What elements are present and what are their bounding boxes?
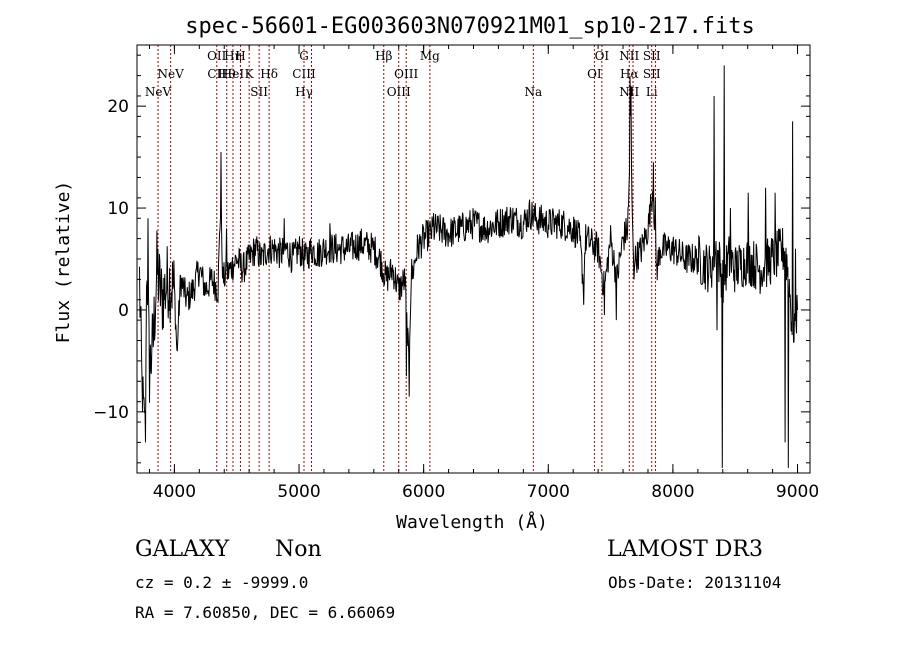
- y-tick-label: −10: [93, 403, 129, 423]
- object-class-label: GALAXY: [135, 537, 230, 562]
- line-marker-label: NeV: [145, 85, 172, 99]
- y-axis: −10 0 10 20: [93, 54, 810, 464]
- spectrum-line: [139, 65, 798, 468]
- x-axis: 4000 5000 6000 7000 8000 9000: [148, 45, 819, 502]
- line-marker-label: Hη: [224, 49, 242, 63]
- line-marker-label: Hα: [620, 67, 639, 81]
- line-marker-label: K: [245, 67, 255, 81]
- line-marker-label: OI: [595, 49, 610, 63]
- x-tick-label: 5000: [277, 482, 320, 502]
- line-marker-label: OII: [207, 49, 227, 63]
- chart-title: spec-56601-EG003603N070921M01_sp10-217.f…: [185, 14, 755, 39]
- y-tick-label: 0: [118, 301, 129, 321]
- x-tick-label: 8000: [651, 482, 694, 502]
- line-marker-label: G: [299, 49, 309, 63]
- line-marker-label: CII: [207, 67, 226, 81]
- redshift-label: cz = 0.2 ± -9999.0: [135, 573, 309, 592]
- y-tick-label: 10: [107, 199, 129, 219]
- line-marker-label: NII: [619, 85, 639, 99]
- line-marker-label: Hγ: [295, 85, 313, 99]
- line-marker-label: OI: [587, 67, 602, 81]
- line-marker-label: OIII: [387, 85, 411, 99]
- line-marker-label: Hθ: [218, 67, 236, 81]
- line-marker-label: NII: [619, 49, 639, 63]
- line-marker-label: Mg: [420, 49, 440, 63]
- line-marker-label: Na: [524, 85, 542, 99]
- x-tick-label: 6000: [402, 482, 445, 502]
- x-tick-label: 9000: [776, 482, 819, 502]
- line-marker-label: CIII: [292, 67, 316, 81]
- line-marker-label: Hδ: [260, 67, 278, 81]
- x-tick-label: 4000: [153, 482, 196, 502]
- line-marker-label: SII: [643, 49, 661, 63]
- coordinates-label: RA = 7.60850, DEC = 6.66069: [135, 603, 396, 622]
- line-marker-label: HeI: [222, 67, 245, 81]
- object-subclass-label: Non: [275, 537, 322, 562]
- line-marker-label: SII: [643, 67, 661, 81]
- line-marker-label: SII: [250, 85, 268, 99]
- line-marker-label: NeV: [158, 67, 185, 81]
- line-marker-label: Li: [646, 85, 658, 99]
- emission-line-markers: NeVNeVOIICIIHθHηHeIHKSIIHδGCIIIHγHβOIIIO…: [145, 45, 661, 473]
- survey-label: LAMOST DR3: [607, 537, 763, 562]
- obs-date-label: Obs-Date: 20131104: [608, 573, 782, 592]
- line-marker-label: Hβ: [375, 49, 392, 63]
- line-marker-label: OIII: [394, 67, 418, 81]
- line-marker-label: H: [235, 49, 245, 63]
- x-tick-label: 7000: [527, 482, 570, 502]
- y-axis-label: Flux (relative): [53, 181, 74, 344]
- x-axis-label: Wavelength (Å): [396, 511, 548, 533]
- y-tick-label: 20: [107, 97, 129, 117]
